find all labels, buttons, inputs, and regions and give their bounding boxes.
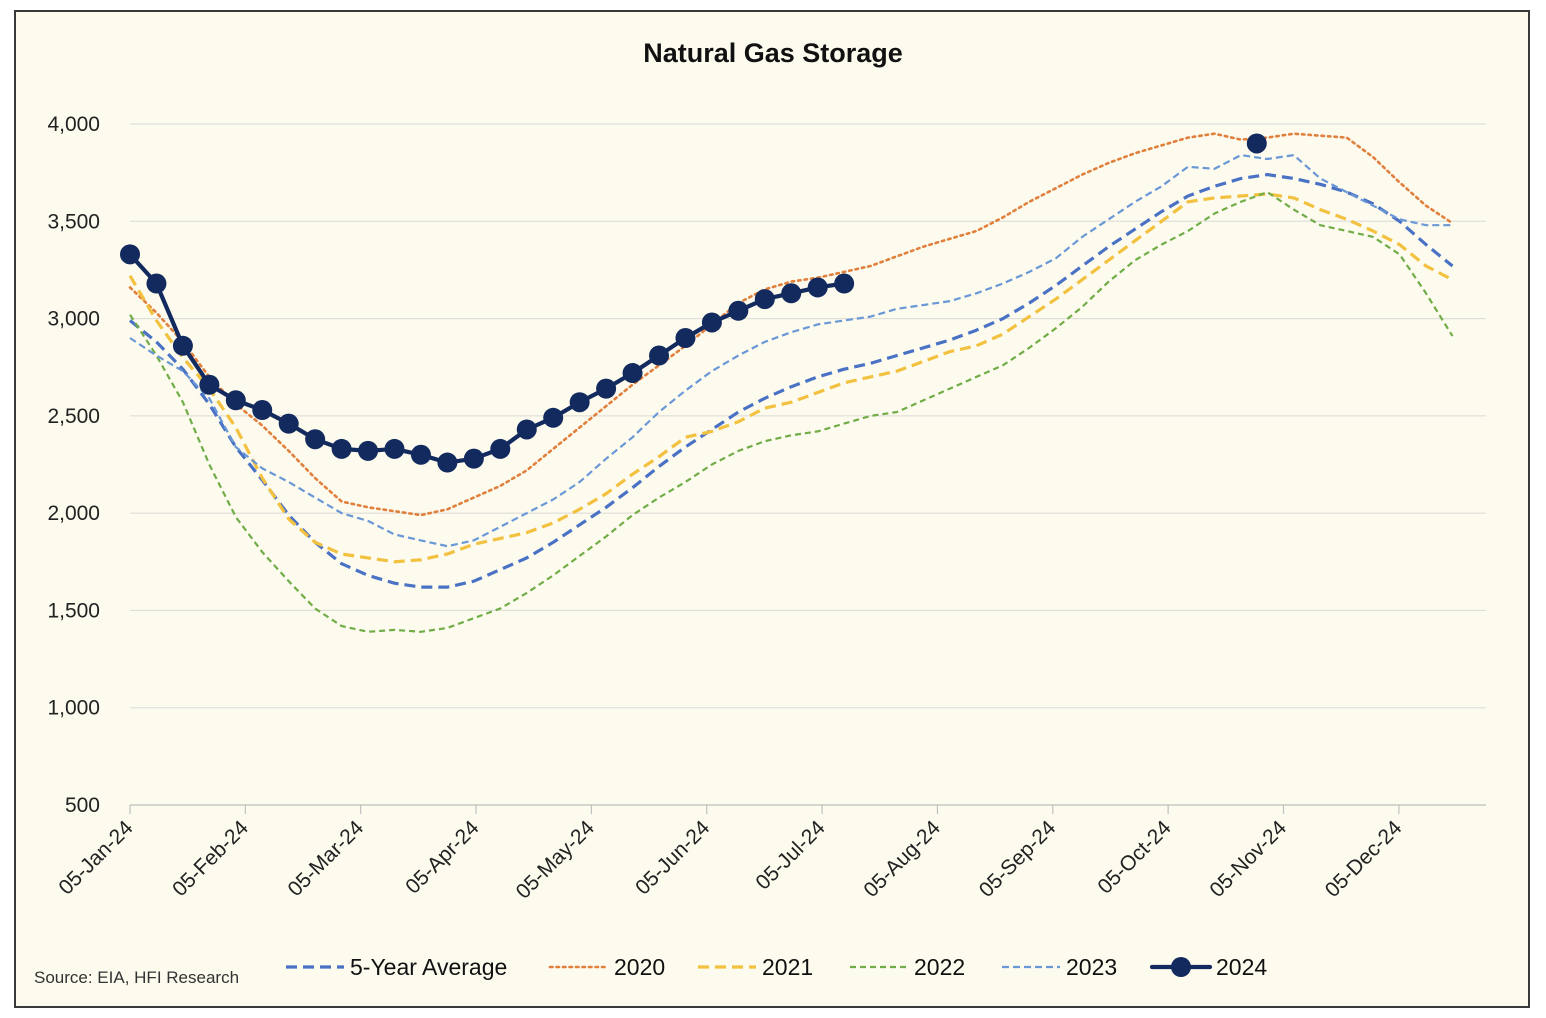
x-tick-label: 05-Oct-24: [1093, 816, 1176, 899]
legend: 5-Year Average 2020 2021 2022 2023 2024: [286, 954, 1267, 980]
data-point: [622, 363, 643, 384]
data-point: [569, 392, 590, 413]
data-point: [199, 374, 220, 395]
series-5-year-average: [128, 173, 1454, 589]
chart-frame: [14, 10, 1530, 1008]
series-line: [129, 154, 1453, 548]
data-point: [516, 419, 537, 440]
x-tick-label: 05-Apr-24: [401, 816, 484, 899]
series-line: [129, 191, 1454, 633]
x-tick-label: 05-Dec-24: [1321, 816, 1407, 902]
y-tick-label: 1,500: [47, 599, 100, 622]
x-tick-label: 05-Jul-24: [751, 816, 829, 894]
x-tick-label: 05-Jan-24: [54, 816, 137, 899]
y-tick-label: 3,000: [47, 308, 100, 331]
series-2020: [128, 132, 1454, 517]
legend-item: 5-Year Average: [286, 954, 507, 980]
y-axis: 500 1,000 1,500 2,000 2,500 3,000 3,500 4,000: [47, 113, 100, 817]
series-2022: [129, 191, 1454, 633]
data-point: [358, 440, 379, 461]
data-point: [384, 438, 405, 459]
x-tick-label: 05-Sep-24: [975, 816, 1061, 902]
y-tick-label: 500: [65, 794, 100, 817]
series-2024: [120, 133, 1267, 473]
legend-item: 2020: [548, 954, 665, 980]
legend-label: 2020: [614, 954, 665, 980]
x-tick-label: 05-Aug-24: [859, 816, 945, 902]
data-point: [490, 438, 511, 459]
legend-label: 2024: [1216, 954, 1267, 980]
data-point: [225, 390, 246, 411]
legend-item: 2023: [1002, 954, 1117, 980]
data-point: [120, 244, 140, 265]
legend-label: 2022: [914, 954, 965, 980]
series-line: [128, 132, 1454, 517]
data-point: [252, 400, 273, 421]
legend-label: 2021: [762, 954, 813, 980]
y-tick-label: 3,500: [47, 210, 100, 233]
series-line: [128, 192, 1454, 564]
data-point: [807, 277, 828, 298]
legend-item: 2024: [1149, 954, 1267, 980]
data-point: [278, 413, 299, 434]
x-tick-label: 05-Feb-24: [168, 816, 253, 901]
data-point: [410, 444, 431, 465]
x-tick-label: 05-Nov-24: [1205, 816, 1291, 902]
data-point: [754, 289, 775, 310]
data-point: [305, 429, 326, 450]
y-tick-label: 4,000: [47, 113, 100, 136]
legend-label: 5-Year Average: [350, 954, 507, 980]
chart-title: Natural Gas Storage: [643, 38, 903, 68]
series-2021: [128, 192, 1454, 564]
data-point: [781, 283, 802, 304]
x-tick-label: 05-Jun-24: [631, 816, 714, 899]
x-tick-label: 05-May-24: [512, 816, 599, 903]
series-layer: [120, 132, 1454, 633]
y-tick-label: 2,000: [47, 502, 100, 525]
legend-item: 2022: [850, 954, 965, 980]
data-point: [146, 273, 167, 294]
data-point: [649, 345, 669, 366]
data-point: [463, 448, 484, 469]
data-point: [675, 328, 696, 349]
data-point: [543, 407, 564, 428]
series-line: [127, 252, 847, 465]
data-point: [701, 312, 722, 333]
legend-marker: [1171, 957, 1191, 977]
data-point: [172, 335, 193, 356]
data-point: [331, 438, 352, 459]
x-axis: 05-Jan-24 05-Feb-24 05-Mar-24 05-Apr-24 05-M…: [54, 804, 1486, 904]
source-note: Source: EIA, HFI Research: [34, 968, 239, 987]
y-tick-label: 2,500: [47, 405, 100, 428]
data-point: [834, 273, 855, 294]
data-point: [437, 452, 458, 473]
data-point: [728, 300, 749, 321]
y-tick-label: 1,000: [47, 697, 100, 720]
series-line: [128, 173, 1454, 589]
series-2023: [129, 154, 1453, 548]
data-point: [596, 378, 617, 399]
legend-label: 2023: [1066, 954, 1117, 980]
x-tick-label: 05-Mar-24: [283, 816, 368, 901]
gridlines: [130, 123, 1486, 806]
data-point: [1246, 133, 1267, 154]
legend-item: 2021: [698, 954, 813, 980]
